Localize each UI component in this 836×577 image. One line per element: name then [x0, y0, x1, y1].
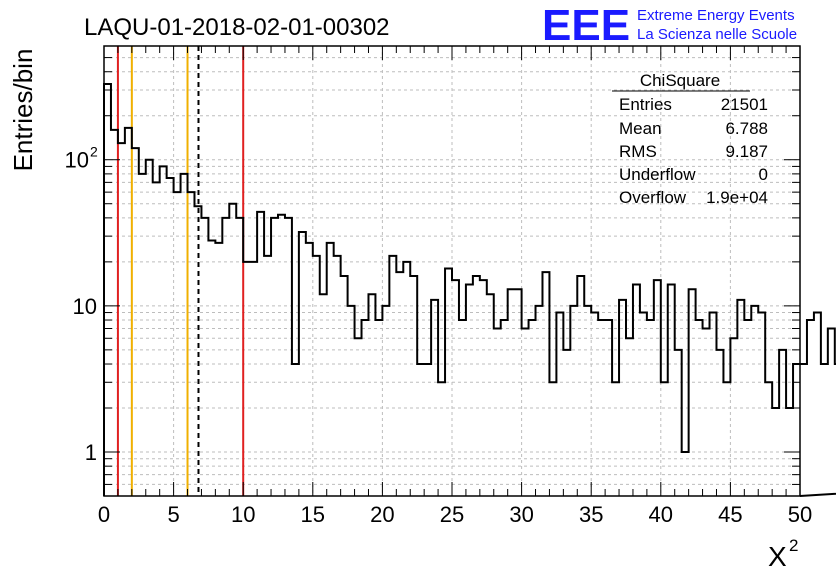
stats-label-entries: Entries	[619, 95, 672, 114]
x-axis-title: X 2	[768, 536, 798, 572]
x-tick-label: 20	[370, 502, 394, 527]
stats-label-mean: Mean	[619, 119, 662, 138]
x-axis-title-superscript: 2	[789, 536, 798, 555]
logo-line-2: La Scienza nelle Scuole	[637, 26, 797, 43]
stats-value-rms: 9.187	[725, 142, 768, 161]
stats-box: ChiSquare Entries 21501 Mean 6.788 RMS 9…	[612, 71, 768, 207]
x-tick-label: 0	[98, 502, 110, 527]
y-tick-label-exponent: 2	[90, 144, 98, 160]
cut-lines	[116, 46, 245, 496]
x-axis-title-text: X	[768, 541, 787, 572]
logo-letters: EEE	[542, 1, 630, 50]
x-tick-label: 50	[788, 502, 812, 527]
stats-label-rms: RMS	[619, 142, 657, 161]
x-tick-label: 25	[440, 502, 464, 527]
x-tick-label: 15	[301, 502, 325, 527]
x-tick-label: 40	[649, 502, 673, 527]
histogram-outline	[103, 82, 836, 497]
stats-value-overflow: 1.9e+04	[706, 188, 768, 207]
y-axis-title: Entries/bin	[8, 49, 38, 172]
logo-line-1: Extreme Energy Events	[637, 7, 795, 24]
histogram	[103, 82, 836, 497]
x-tick-label: 45	[718, 502, 742, 527]
stats-value-mean: 6.788	[725, 119, 768, 138]
x-tick-label: 30	[509, 502, 533, 527]
axis-ticks	[103, 46, 801, 496]
eee-logo: EEE Extreme Energy Events La Scienza nel…	[542, 1, 797, 50]
stats-label-underflow: Underflow	[619, 165, 696, 184]
stats-value-entries: 21501	[721, 95, 768, 114]
x-tick-label: 35	[579, 502, 603, 527]
x-tick-labels: 0 5 10 15 20 25 30 35 40 45 50	[98, 502, 812, 527]
chart-title: LAQU-01-2018-02-01-00302	[84, 14, 390, 41]
x-tick-label: 10	[231, 502, 255, 527]
stats-title: ChiSquare	[640, 71, 720, 90]
y-tick-label: 10	[73, 294, 97, 319]
y-tick-label: 1	[85, 440, 97, 465]
y-tick-label: 10	[65, 148, 89, 173]
stats-value-underflow: 0	[759, 165, 768, 184]
x-tick-label: 5	[167, 502, 179, 527]
stats-label-overflow: Overflow	[619, 188, 687, 207]
